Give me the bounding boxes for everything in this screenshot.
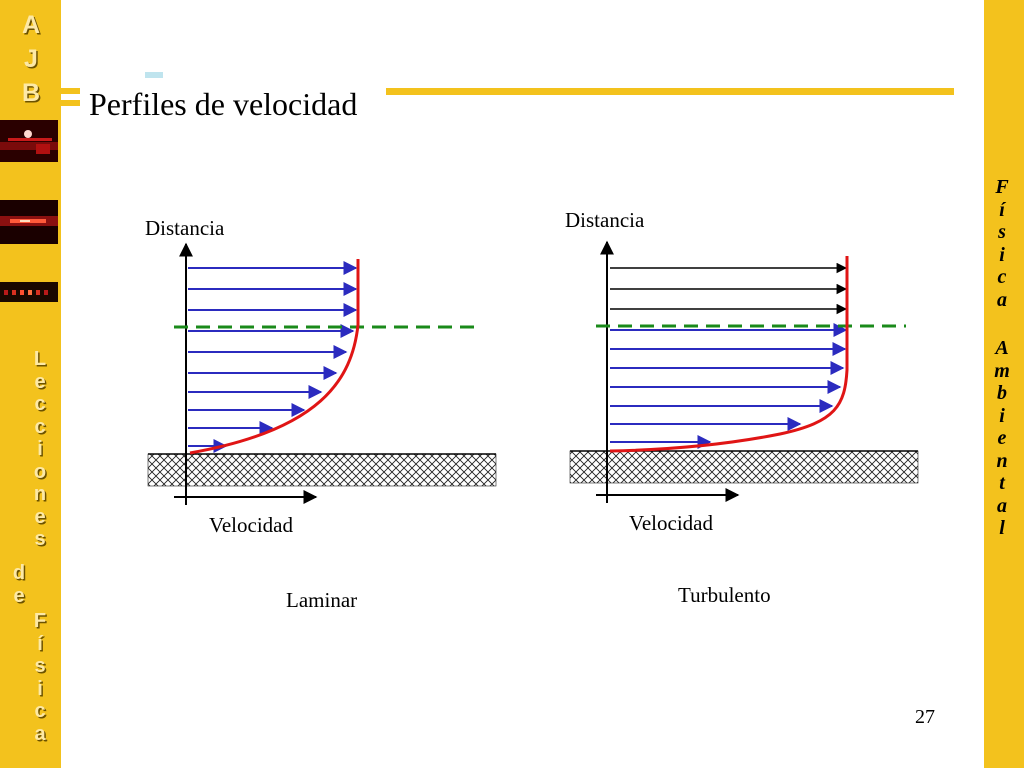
letter: A: [995, 337, 1009, 359]
letter: a: [997, 494, 1007, 517]
logo-letter: B: [21, 79, 41, 107]
letter: e: [34, 505, 46, 528]
de-vertical-text: d e: [8, 562, 30, 607]
ground-hatch: [147, 453, 497, 487]
letter: F: [995, 176, 1009, 198]
letter: c: [997, 266, 1007, 288]
letter: c: [34, 415, 46, 438]
logo-letter: J: [24, 45, 38, 73]
title-accent-square: [145, 72, 163, 78]
letter: i: [37, 677, 43, 700]
letter: a: [997, 288, 1007, 311]
letter: L: [33, 348, 47, 370]
letter: a: [34, 722, 46, 745]
letter: t: [999, 472, 1005, 494]
ajb-logo: A J B: [16, 8, 46, 110]
letter: s: [998, 221, 1006, 243]
letter: s: [34, 528, 46, 550]
fisica-vertical-text: F í s i c a: [29, 610, 51, 745]
right-sidebar: [984, 0, 1024, 768]
turbulent-y-axis-label: Distancia: [565, 208, 645, 232]
letter: i: [999, 243, 1005, 266]
letter: i: [37, 438, 43, 460]
turbulent-caption: Turbulento: [678, 583, 771, 607]
velocity-profile-curve: [609, 256, 849, 453]
laser-thumbnail: [0, 120, 58, 162]
letter: e: [13, 584, 25, 607]
letter: F: [33, 610, 47, 632]
letter: e: [997, 427, 1007, 449]
letter: o: [33, 460, 47, 483]
ground-hatch: [569, 450, 919, 484]
letter: c: [34, 700, 46, 722]
spectrum-lines-thumbnail: [0, 282, 58, 302]
letter: l: [999, 517, 1005, 539]
letter: i: [999, 404, 1005, 427]
fisica-ambiental-vertical-text: F í s i c a A m b i e n t a l: [990, 176, 1014, 540]
page-title: Perfiles de velocidad: [89, 86, 358, 122]
letter: m: [994, 359, 1010, 382]
laminar-x-axis-label: Velocidad: [209, 513, 293, 537]
letter: í: [37, 632, 43, 655]
velocity-profile-curve: [189, 259, 360, 455]
slide-number: 27: [915, 706, 935, 728]
letter: í: [999, 198, 1005, 221]
lecciones-vertical-text: L e c c i o n e s: [29, 348, 51, 551]
letter: s: [34, 655, 46, 677]
letter: n: [996, 449, 1008, 472]
letter: c: [34, 393, 46, 415]
laminar-y-axis-label: Distancia: [145, 216, 225, 240]
letter: n: [33, 483, 47, 505]
laminar-caption: Laminar: [286, 588, 358, 612]
title-accent-bar: [386, 88, 954, 95]
laminar-diagram: [147, 242, 497, 505]
title-accent-dash: [60, 100, 80, 106]
letter: b: [997, 382, 1007, 404]
logo-letter: A: [21, 11, 41, 39]
spectrum-thumbnail: [0, 200, 58, 244]
letter: d: [12, 562, 26, 584]
title-accent-dash: [60, 88, 80, 94]
letter: e: [34, 370, 46, 393]
turbulent-x-axis-label: Velocidad: [629, 511, 713, 535]
turbulent-diagram: [569, 240, 919, 503]
